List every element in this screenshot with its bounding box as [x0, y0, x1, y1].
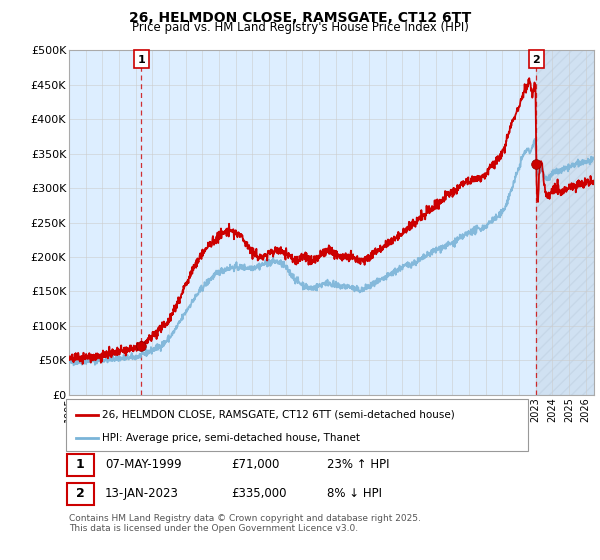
Text: 26, HELMDON CLOSE, RAMSGATE, CT12 6TT (semi-detached house): 26, HELMDON CLOSE, RAMSGATE, CT12 6TT (s… — [102, 410, 455, 420]
Text: 8% ↓ HPI: 8% ↓ HPI — [327, 487, 382, 501]
Text: 07-MAY-1999: 07-MAY-1999 — [105, 458, 182, 472]
Text: Contains HM Land Registry data © Crown copyright and database right 2025.
This d: Contains HM Land Registry data © Crown c… — [69, 514, 421, 534]
Text: £71,000: £71,000 — [231, 458, 280, 472]
Text: 23% ↑ HPI: 23% ↑ HPI — [327, 458, 389, 472]
Text: 26, HELMDON CLOSE, RAMSGATE, CT12 6TT: 26, HELMDON CLOSE, RAMSGATE, CT12 6TT — [129, 11, 471, 25]
Text: 1: 1 — [76, 458, 85, 472]
Text: 13-JAN-2023: 13-JAN-2023 — [105, 487, 179, 501]
Text: 1: 1 — [137, 55, 145, 65]
Text: Price paid vs. HM Land Registry's House Price Index (HPI): Price paid vs. HM Land Registry's House … — [131, 21, 469, 34]
Text: 2: 2 — [76, 487, 85, 501]
Text: HPI: Average price, semi-detached house, Thanet: HPI: Average price, semi-detached house,… — [102, 433, 360, 443]
Text: £335,000: £335,000 — [231, 487, 287, 501]
Text: 2: 2 — [532, 55, 540, 65]
Bar — [536, 50, 600, 395]
